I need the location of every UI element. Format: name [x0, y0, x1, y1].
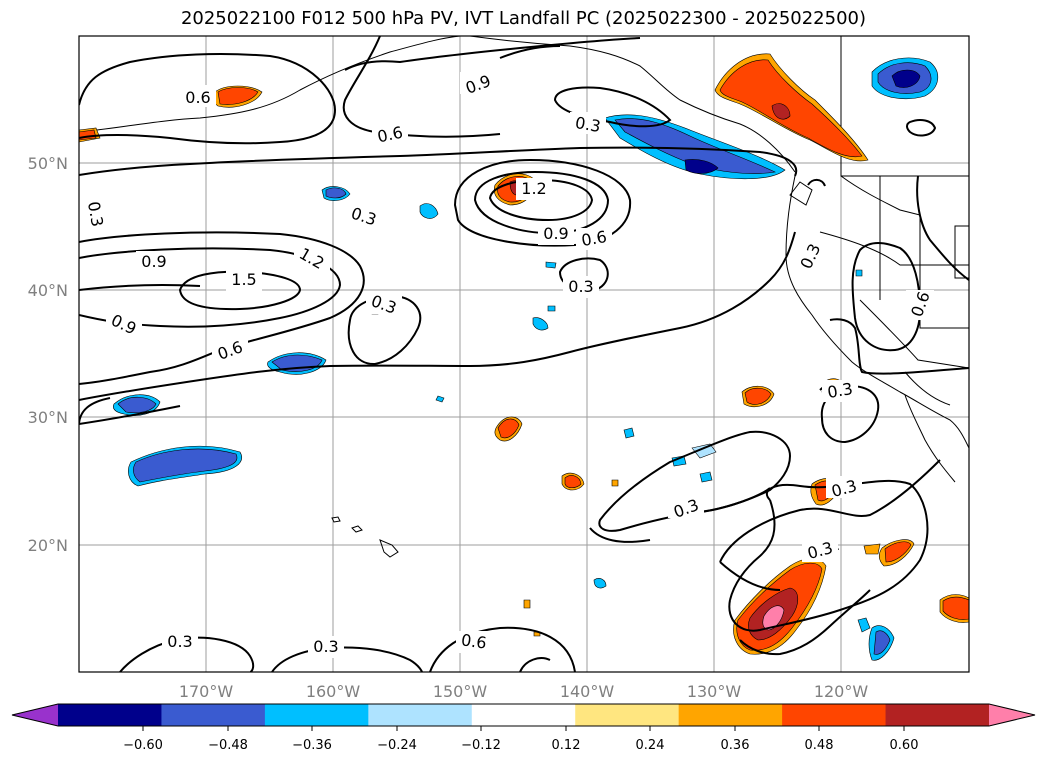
contour-label: 0.3 [162, 631, 198, 653]
contour-label: 0.3 [668, 495, 704, 522]
contour-label: 0.3 [308, 636, 344, 658]
contour-label: 1.2 [294, 244, 330, 273]
svg-text:0.3: 0.3 [568, 277, 593, 296]
svg-text:0.3: 0.3 [84, 200, 107, 228]
colorbar-tick-label: 0.60 [890, 738, 919, 753]
colorbar-segment [782, 704, 887, 726]
contour-label: 0.6 [906, 289, 934, 320]
svg-text:0.3: 0.3 [574, 113, 602, 136]
x-tick-label: 120°W [814, 682, 869, 701]
svg-text:0.9: 0.9 [543, 224, 568, 243]
y-tick-label: 20°N [28, 536, 68, 555]
contour-label: 0.6 [372, 122, 408, 146]
colorbar-tick-label: −0.48 [208, 738, 248, 753]
contour-label: 0.3 [796, 241, 824, 274]
svg-text:0.9: 0.9 [141, 252, 166, 271]
svg-text:1.5: 1.5 [231, 270, 256, 289]
y-tick-label: 40°N [28, 281, 68, 300]
map-frame [78, 35, 970, 673]
colorbar-outline [11, 703, 1036, 727]
contour-label: 1.5 [226, 269, 262, 291]
colorbar-tick-label: −0.36 [292, 738, 332, 753]
colorbar-extend-max [989, 704, 1035, 726]
colorbar-ticks [142, 726, 905, 731]
contour-label: 0.9 [460, 71, 496, 98]
contour-label: 0.3 [346, 204, 382, 229]
contour-label: 0.3 [563, 276, 599, 298]
svg-text:0.3: 0.3 [313, 637, 338, 656]
svg-text:0.6: 0.6 [185, 88, 210, 107]
colorbar-segment [368, 704, 473, 726]
svg-text:0.3: 0.3 [167, 632, 192, 651]
colorbar: −0.60 −0.48 −0.36 −0.24 −0.12 0.12 0.24 … [11, 703, 1036, 753]
colorbar-tick-label: −0.12 [461, 738, 501, 753]
contour-label: 0.9 [136, 251, 172, 273]
colorbar-extend-min [12, 704, 58, 726]
colorbar-tick-label: 0.36 [721, 738, 750, 753]
svg-text:0.6: 0.6 [580, 227, 608, 250]
contour-label: 1.2 [516, 178, 552, 200]
colorbar-segment [58, 704, 162, 726]
colorbar-labels: −0.60 −0.48 −0.36 −0.24 −0.12 0.12 0.24 … [123, 738, 918, 753]
y-tick-label: 30°N [28, 408, 68, 427]
colorbar-segment [575, 704, 680, 726]
contour-labels: 0.6 0.9 0.3 0.6 0.3 0.3 1.2 0.9 0.6 0.3 … [82, 71, 934, 658]
colorbar-tick-label: 0.48 [805, 738, 834, 753]
contour-label: 0.3 [802, 538, 838, 563]
x-tick-label: 170°W [179, 682, 234, 701]
colorbar-tick-label: 0.24 [636, 738, 665, 753]
contour-label: 0.6 [212, 337, 248, 364]
colorbar-tick-label: 0.12 [552, 738, 581, 753]
contour-label: 0.3 [570, 112, 606, 136]
svg-text:0.6: 0.6 [460, 630, 488, 652]
colorbar-segment [678, 704, 783, 726]
gridlines [79, 36, 969, 672]
contour-label: 0.9 [538, 223, 574, 245]
contour-label: 0.3 [822, 379, 858, 402]
colorbar-segment [471, 704, 576, 726]
colorbar-segment [885, 704, 990, 726]
contour-label: 0.6 [180, 85, 216, 107]
y-tick-label: 50°N [28, 154, 68, 173]
x-tick-label: 160°W [306, 682, 361, 701]
colorbar-segments [12, 704, 1035, 726]
contour-label: 0.3 [826, 476, 862, 501]
contour-label: 0.6 [456, 630, 492, 653]
svg-text:0.3: 0.3 [826, 379, 854, 402]
colorbar-tick-label: −0.60 [123, 738, 163, 753]
coastlines [79, 36, 969, 558]
contour-label: 0.3 [82, 200, 110, 230]
contour-label: 0.6 [576, 227, 612, 250]
x-axis-labels: 170°W 160°W 150°W 140°W 130°W 120°W [179, 682, 869, 701]
svg-text:1.2: 1.2 [521, 179, 546, 198]
svg-text:0.6: 0.6 [376, 123, 405, 147]
contour-label: 0.9 [106, 310, 142, 338]
chart-title: 2025022100 F012 500 hPa PV, IVT Landfall… [180, 8, 867, 29]
colorbar-segment [161, 704, 266, 726]
y-axis-labels: 50°N 40°N 30°N 20°N [28, 154, 68, 555]
x-tick-label: 130°W [687, 682, 742, 701]
contour-label: 0.3 [366, 291, 402, 318]
colorbar-segment [264, 704, 369, 726]
colorbar-tick-label: −0.24 [377, 738, 417, 753]
x-tick-label: 140°W [560, 682, 615, 701]
negative-pv-shading [113, 57, 938, 661]
x-tick-label: 150°W [433, 682, 488, 701]
